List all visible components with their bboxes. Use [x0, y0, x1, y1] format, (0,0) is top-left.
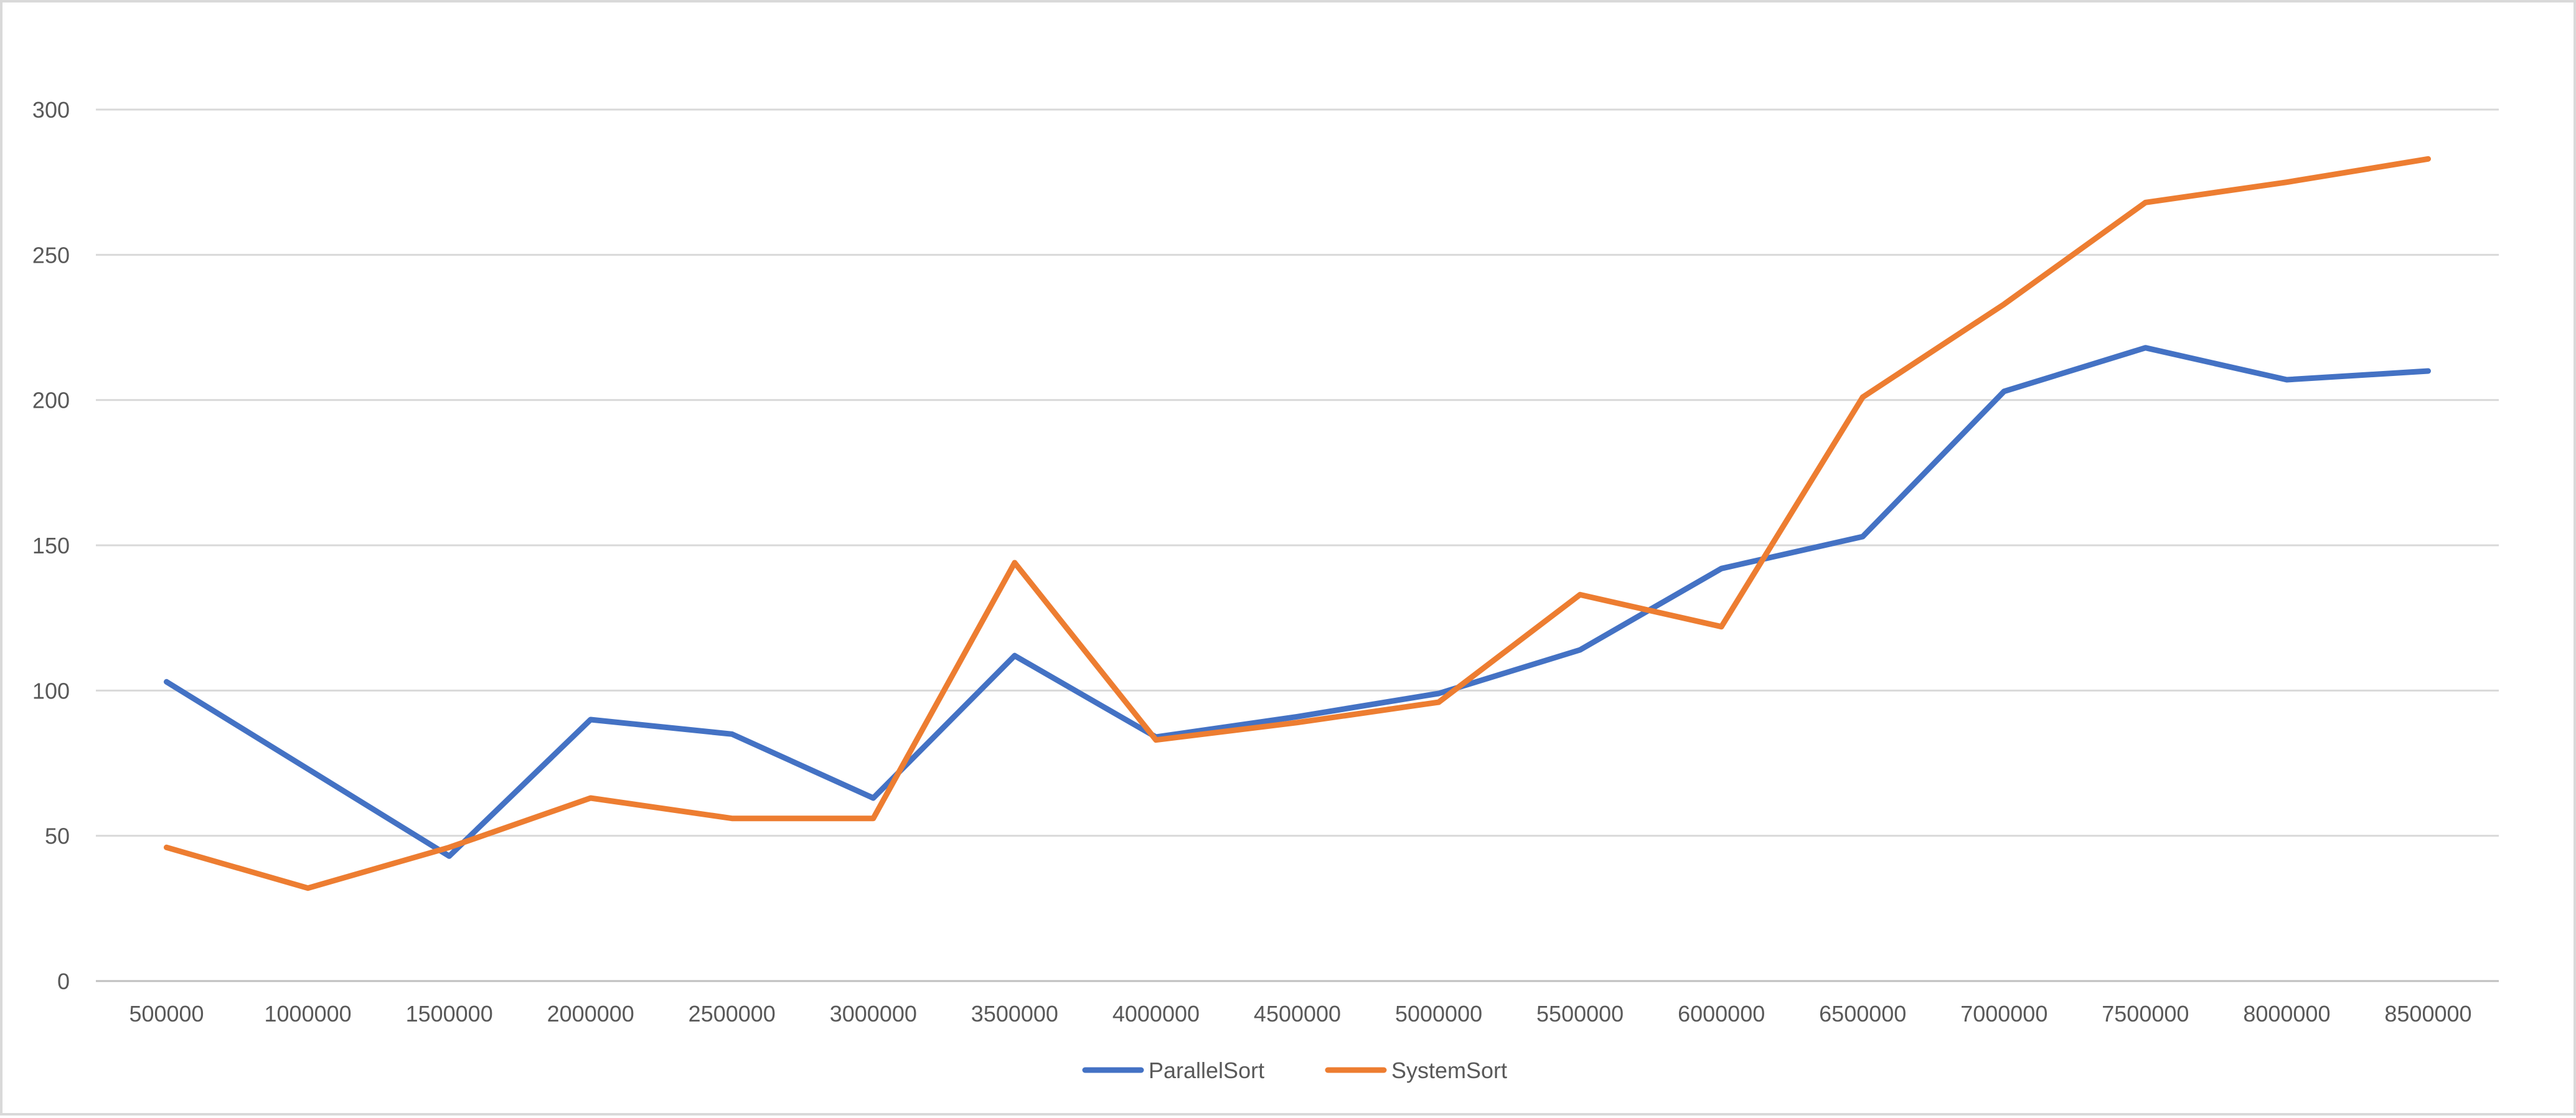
legend-label: ParallelSort [1149, 1058, 1264, 1083]
data-point-parallelsort [2284, 377, 2289, 382]
x-tick-label: 1500000 [406, 1001, 493, 1026]
data-point-systemsort [1577, 592, 1582, 597]
data-point-systemsort [1860, 395, 1865, 400]
data-point-parallelsort [1860, 534, 1865, 539]
legend: ParallelSort SystemSort [1082, 1058, 1507, 1083]
data-point-systemsort [588, 796, 593, 801]
data-point-parallelsort [164, 679, 169, 684]
y-tick-label: 0 [57, 969, 70, 994]
x-tick-label: 5000000 [1395, 1001, 1482, 1026]
x-tick-label: 1000000 [265, 1001, 352, 1026]
data-point-parallelsort [730, 731, 735, 736]
data-point-systemsort [1436, 700, 1441, 705]
data-point-parallelsort [2425, 369, 2430, 373]
x-tick-label: 4000000 [1112, 1001, 1200, 1026]
x-tick-label: 3500000 [971, 1001, 1058, 1026]
data-point-systemsort [1154, 738, 1159, 743]
y-tick-label: 100 [32, 678, 70, 703]
x-tick-label: 5500000 [1536, 1001, 1624, 1026]
y-tick-label: 150 [32, 533, 70, 558]
data-point-systemsort [2284, 180, 2289, 185]
x-tick-label: 6500000 [1819, 1001, 1906, 1026]
data-point-systemsort [1012, 560, 1017, 565]
x-tick-label: 2000000 [547, 1001, 634, 1026]
data-point-systemsort [2143, 200, 2148, 205]
data-point-systemsort [730, 816, 735, 821]
data-point-parallelsort [588, 717, 593, 722]
x-tick-label: 2500000 [689, 1001, 776, 1026]
x-tick-label: 7500000 [2102, 1001, 2189, 1026]
data-point-parallelsort [1436, 691, 1441, 696]
x-tick-label: 7000000 [1960, 1001, 2047, 1026]
data-point-systemsort [164, 845, 169, 850]
data-point-parallelsort [871, 796, 876, 801]
y-tick-label: 250 [32, 242, 70, 268]
x-tick-label: 8000000 [2243, 1001, 2330, 1026]
series-line-systemsort [164, 156, 2431, 891]
data-point-systemsort [1719, 624, 1724, 629]
series-line-parallelsort [164, 345, 2431, 859]
data-point-systemsort [1295, 720, 1300, 725]
data-point-parallelsort [2001, 389, 2006, 394]
x-tick-label: 4500000 [1254, 1001, 1341, 1026]
series-lines [164, 156, 2431, 891]
data-point-parallelsort [1719, 566, 1724, 571]
data-point-systemsort [2425, 156, 2430, 161]
data-point-systemsort [871, 816, 876, 821]
legend-item-systemsort: SystemSort [1325, 1058, 1507, 1083]
y-tick-label: 300 [32, 97, 70, 123]
data-point-systemsort [306, 886, 311, 891]
data-point-parallelsort [1012, 653, 1017, 658]
data-point-systemsort [2001, 302, 2006, 307]
y-tick-label: 200 [32, 388, 70, 413]
x-axis-tick-labels: 500000 1000000 1500000 2000000 2500000 300000… [129, 1001, 2471, 1026]
y-axis-tick-labels: 0 50 100 150 200 250 300 [32, 97, 70, 994]
data-point-parallelsort [1577, 647, 1582, 652]
x-tick-label: 3000000 [830, 1001, 917, 1026]
data-point-parallelsort [306, 766, 311, 771]
legend-item-parallelsort: ParallelSort [1082, 1058, 1264, 1083]
x-tick-label: 500000 [129, 1001, 204, 1026]
y-tick-label: 50 [45, 824, 70, 849]
data-point-parallelsort [1295, 714, 1300, 719]
data-point-parallelsort [447, 853, 452, 858]
gridlines [96, 108, 2499, 982]
x-tick-label: 8500000 [2384, 1001, 2471, 1026]
data-point-parallelsort [2143, 345, 2148, 350]
data-point-systemsort [447, 845, 452, 850]
legend-label: SystemSort [1391, 1058, 1507, 1083]
x-tick-label: 6000000 [1678, 1001, 1765, 1026]
